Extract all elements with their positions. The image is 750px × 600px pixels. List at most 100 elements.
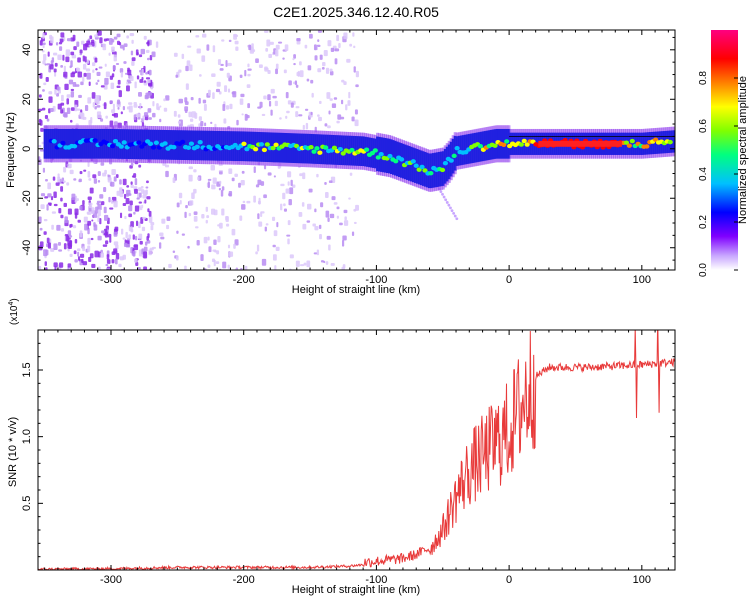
ridge-cell [410, 159, 416, 164]
noise-cell [96, 105, 101, 108]
noise-cell [293, 62, 296, 66]
noise-cell [41, 107, 46, 111]
noise-cell [260, 212, 263, 218]
noise-cell [42, 167, 46, 173]
snr-x-tick-label: -100 [365, 574, 387, 586]
noise-cell [113, 54, 117, 62]
ridge-core [139, 129, 143, 160]
noise-cell [82, 55, 85, 62]
noise-cell [143, 112, 149, 117]
snr-plot-area [38, 330, 675, 570]
ridge-core [55, 128, 59, 159]
noise-cell [328, 110, 331, 115]
noise-cell [60, 64, 64, 68]
snr-y-multiplier: (x104) [8, 298, 20, 325]
noise-cell [63, 71, 68, 78]
spectrogram-y-tick-label: -40 [21, 240, 33, 256]
noise-cell [212, 92, 215, 100]
noise-cell [70, 88, 75, 91]
noise-cell [104, 63, 107, 67]
noise-cell [247, 103, 251, 109]
ridge-cell [317, 150, 323, 155]
noise-cell [109, 236, 112, 243]
noise-cell [60, 214, 64, 219]
ridge-cell [188, 141, 195, 146]
noise-cell [138, 221, 141, 229]
noise-cell [274, 100, 278, 107]
ridge-cell [623, 140, 630, 145]
noise-cell [266, 39, 271, 47]
noise-cell [212, 45, 216, 53]
noise-cell [87, 245, 91, 252]
noise-cell [89, 35, 93, 40]
noise-cell [197, 176, 200, 181]
noise-cell [193, 188, 197, 194]
noise-cell [74, 208, 79, 216]
ridge-core [198, 130, 202, 161]
noise-cell [110, 82, 115, 89]
ridge-core [368, 137, 372, 168]
noise-cell [96, 111, 102, 119]
noise-cell [355, 70, 359, 78]
noise-cell [57, 242, 62, 246]
noise-cell [96, 71, 101, 77]
noise-cell [292, 57, 295, 61]
noise-cell [290, 102, 294, 108]
noise-cell [229, 103, 233, 110]
noise-cell [224, 85, 228, 93]
noise-cell [219, 68, 224, 71]
noise-cell [82, 200, 85, 206]
ridge-cell [629, 138, 635, 144]
noise-cell [141, 122, 145, 127]
noise-cell [79, 253, 85, 258]
noise-cell [285, 115, 288, 119]
ridge-core [481, 131, 485, 162]
noise-cell [75, 84, 80, 87]
noise-cell [206, 215, 210, 219]
noise-cell [69, 253, 73, 258]
noise-cell [103, 206, 107, 214]
noise-cell [64, 216, 68, 224]
noise-cell [115, 244, 119, 250]
noise-cell [231, 177, 235, 182]
noise-cell [190, 97, 194, 101]
noise-cell [95, 206, 99, 214]
noise-cell [241, 113, 244, 116]
noise-cell [57, 54, 62, 61]
noise-cell [43, 82, 47, 86]
noise-cell [211, 184, 216, 190]
ridge-cell [273, 142, 279, 148]
ridge-cell [121, 140, 127, 145]
noise-cell [336, 120, 340, 124]
noise-cell [39, 227, 43, 231]
noise-cell [51, 224, 54, 230]
noise-cell [248, 44, 252, 51]
ridge-core [167, 130, 171, 160]
noise-cell [256, 244, 260, 252]
noise-cell [143, 35, 147, 40]
noise-cell [185, 83, 189, 90]
noise-cell [66, 163, 69, 167]
noise-cell [308, 188, 313, 193]
noise-cell [196, 240, 200, 246]
noise-cell [231, 228, 236, 236]
noise-cell [59, 262, 64, 268]
ridge-core [157, 129, 161, 160]
noise-cell [340, 116, 345, 120]
ridge-core [318, 134, 322, 165]
ridge-cell [109, 143, 116, 149]
noise-cell [77, 251, 80, 257]
ridge-cell [375, 155, 381, 160]
ridge-cell [51, 139, 57, 144]
noise-cell [53, 243, 58, 251]
noise-cell [202, 33, 207, 38]
noise-cell [354, 109, 358, 115]
colorbar-scale [711, 30, 738, 270]
noise-cell [261, 113, 266, 116]
noise-cell [346, 58, 351, 63]
noise-cell [189, 118, 194, 122]
noise-cell [343, 220, 349, 226]
noise-cell [289, 268, 292, 270]
noise-cell [193, 215, 198, 222]
ridge-core [180, 130, 184, 160]
